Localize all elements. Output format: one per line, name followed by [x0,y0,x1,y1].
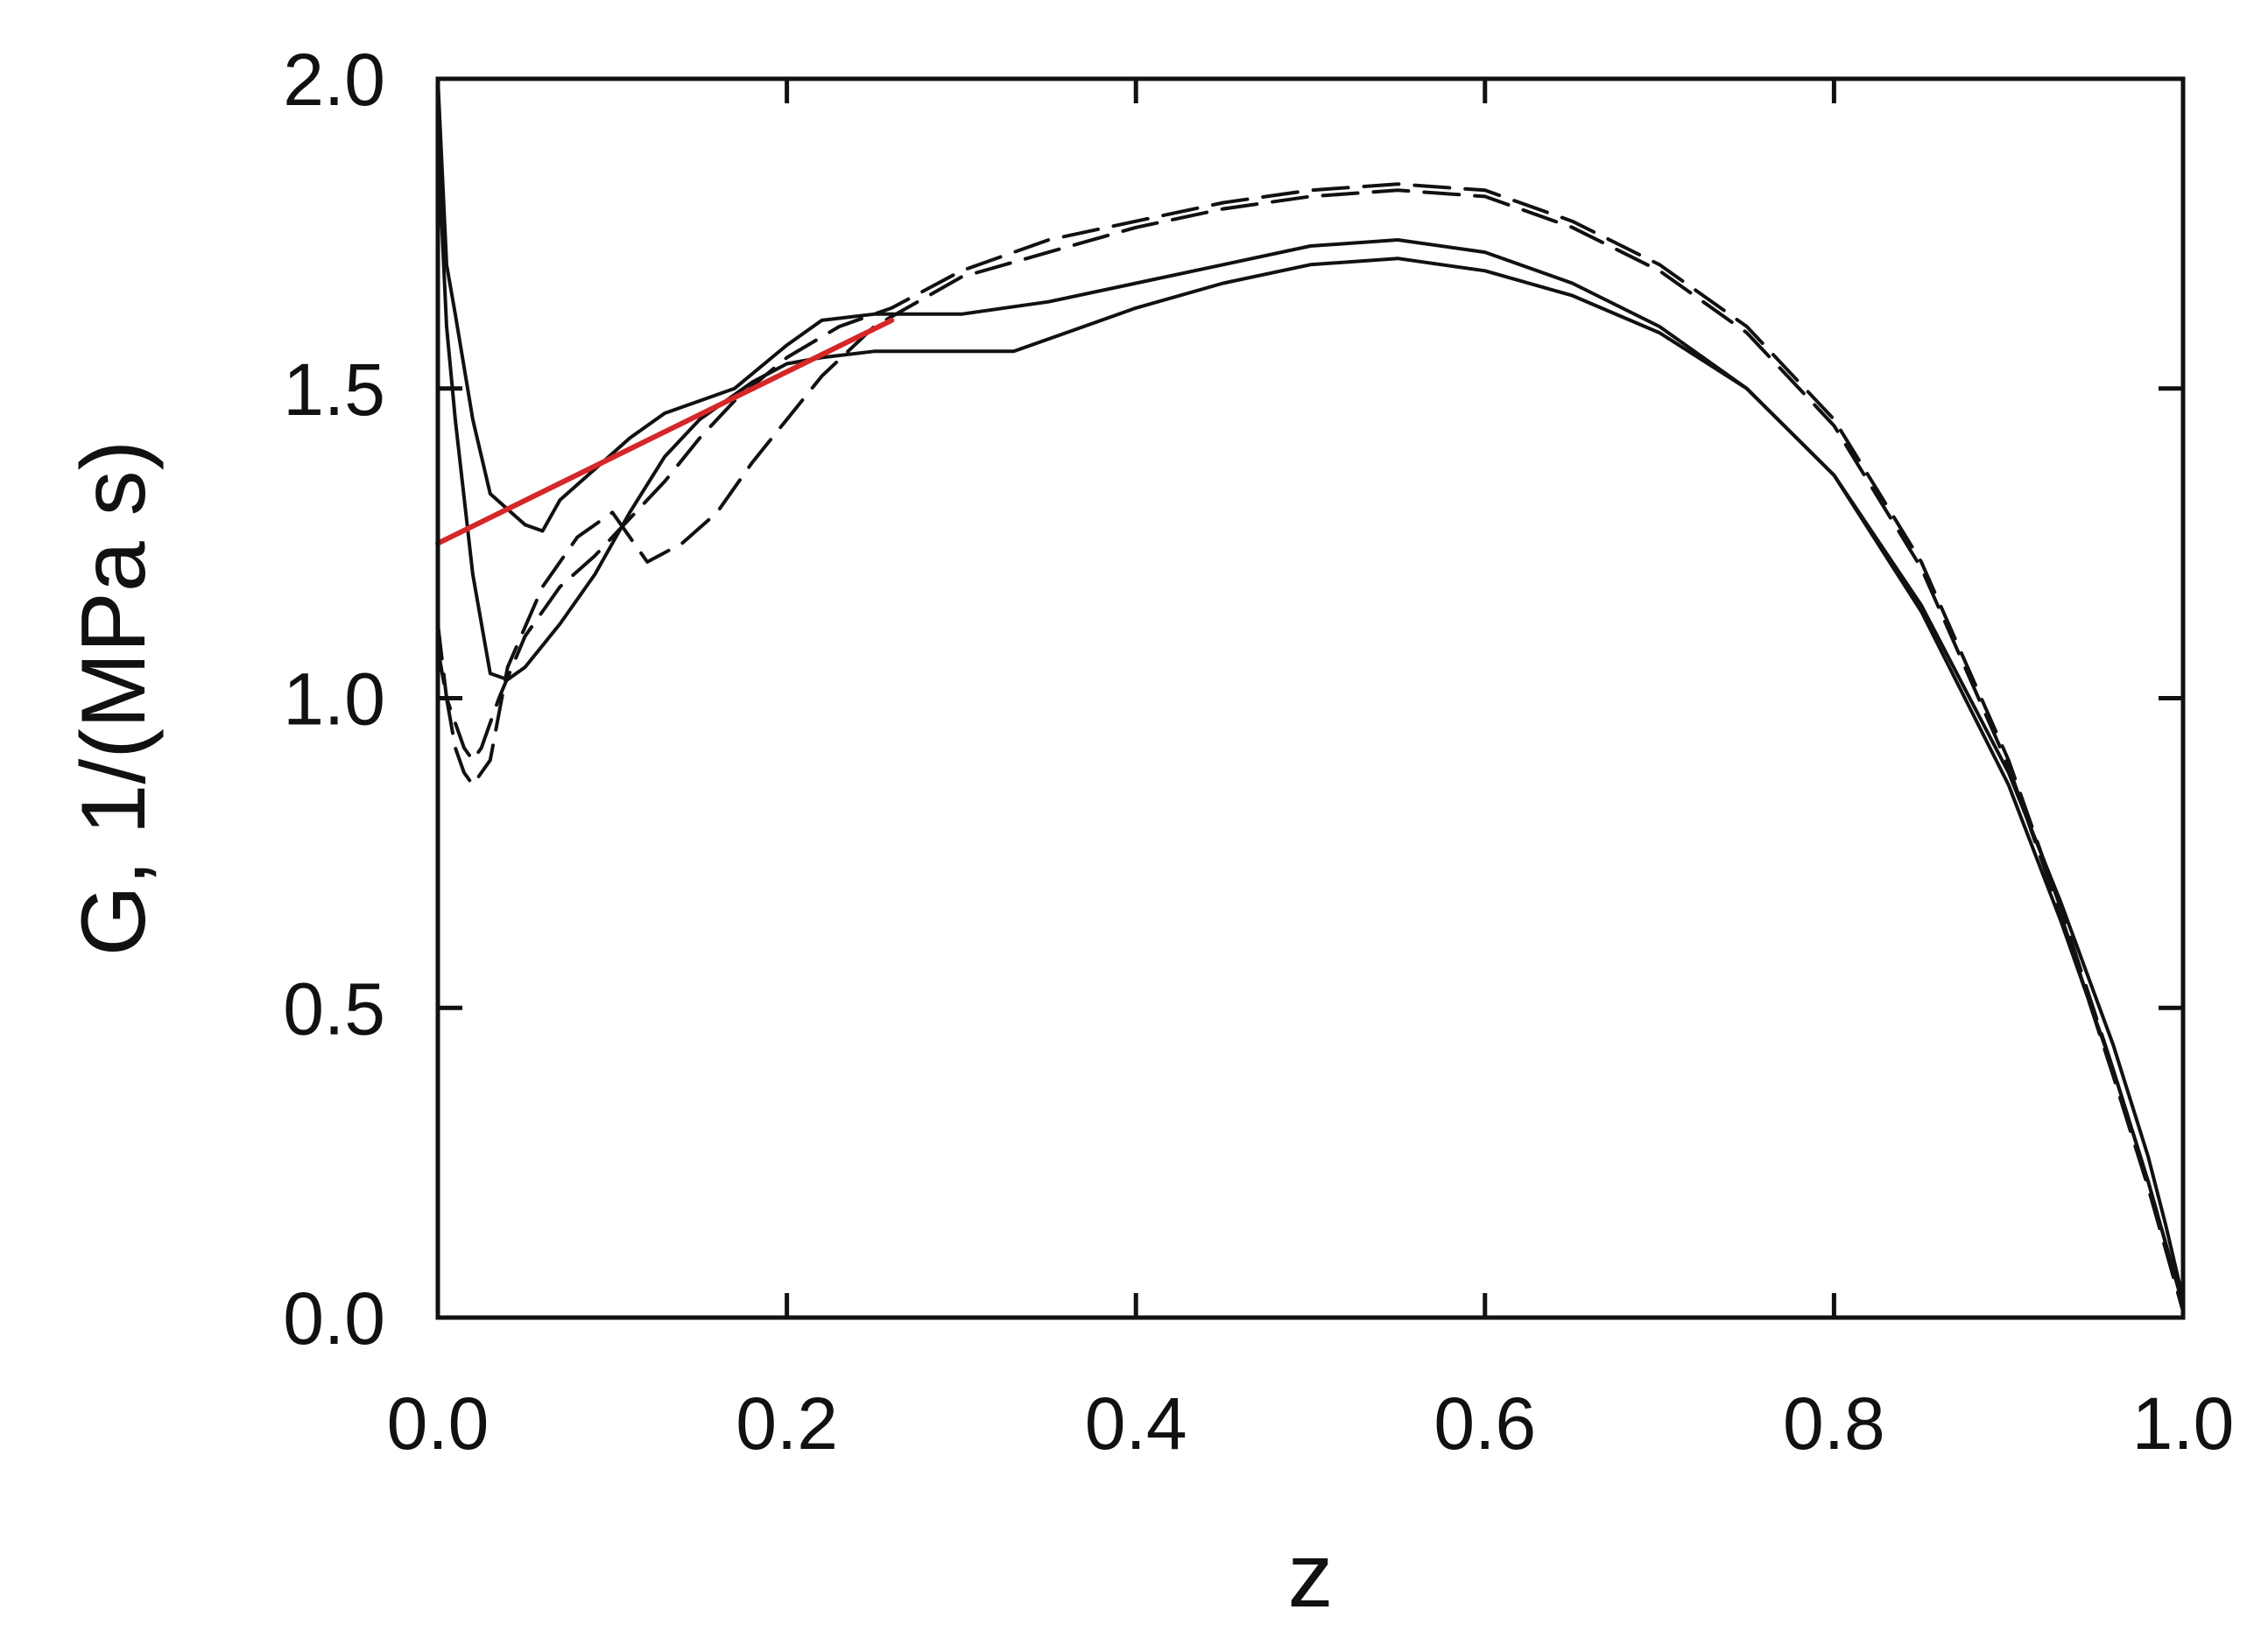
solid-series-line-0 [436,77,2185,1307]
y-tick-label: 1.5 [283,348,385,431]
y-axis-title: G, 1/(MPa s) [63,440,165,956]
x-axis-title: z [1288,1525,1334,1627]
y-tick-label: 1.0 [283,658,385,741]
x-tick-label: 0.8 [1783,1382,1885,1465]
x-tick-labels: 0.0 0.2 0.4 0.6 0.8 1.0 [387,1382,2235,1465]
series-lines [435,77,2185,1313]
plot-frame [435,76,2186,1320]
dashed-series-line-2 [436,182,2185,1307]
x-tick-label: 0.4 [1085,1382,1187,1465]
y-tick-label: 2.0 [283,39,385,121]
x-tick-label: 0.6 [1433,1382,1536,1465]
solid-series-line-1 [436,138,2185,1301]
red-fit-line-4 [435,317,895,546]
x-tick-label: 0.2 [736,1382,838,1465]
x-tick-label: 0.0 [387,1382,490,1465]
y-tick-labels: 0.0 0.5 1.0 1.5 2.0 [283,39,385,1360]
x-tick-label: 1.0 [2132,1382,2235,1465]
dashed-series-line-3 [436,188,2185,1313]
y-tick-label: 0.0 [283,1277,385,1360]
y-tick-label: 0.5 [283,967,385,1050]
